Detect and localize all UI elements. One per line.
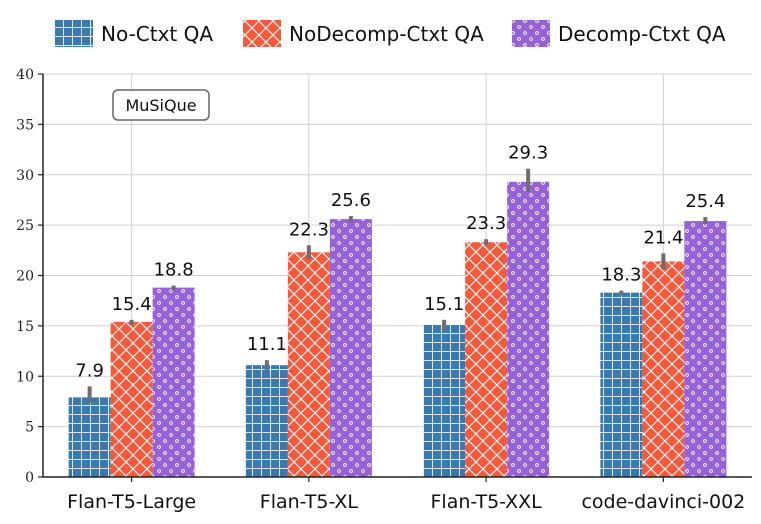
bar [684,221,727,477]
y-tick-label: 5 [25,420,34,436]
bar [642,261,685,477]
legend-swatch [512,20,550,47]
x-tick-label: Flan-T5-XL [260,491,359,513]
y-tick-label: 20 [16,269,34,285]
bar [507,181,550,478]
legend-label: No-Ctxt QA [101,22,213,46]
y-tick-label: 25 [16,218,34,234]
legend: No-Ctxt QA NoDecomp-Ctxt QA Decomp-Ctxt QA [55,20,726,47]
data-label: 21.4 [643,227,683,248]
legend-swatch [243,20,281,47]
bar [287,252,330,477]
annotation-box: MuSiQue [112,89,210,121]
y-tick-label: 30 [16,168,34,184]
data-label: 15.4 [112,294,152,315]
data-label: 18.3 [601,265,641,286]
legend-label: NoDecomp-Ctxt QA [289,22,484,46]
data-label: 25.4 [685,191,725,212]
y-tick-label: 15 [16,319,34,335]
y-tick-label: 0 [25,470,34,486]
x-tick-label: code-davinci-002 [581,491,745,513]
y-tick-label: 35 [16,117,34,133]
data-label: 22.3 [289,219,329,240]
bar [465,242,508,477]
bar [152,287,195,477]
data-label: 18.8 [154,260,194,281]
legend-label: Decomp-Ctxt QA [558,22,726,46]
data-label: 25.6 [331,190,371,211]
bar [68,397,111,477]
annotation-text: MuSiQue [125,96,196,115]
x-tick-label: Flan-T5-Large [67,491,196,513]
data-label: 7.9 [75,360,104,381]
x-tick-label: Flan-T5-XXL [431,491,543,513]
annotation-frame [112,89,210,121]
bar [110,321,153,477]
bar [600,292,643,477]
data-label: 11.1 [247,334,287,355]
data-label: 29.3 [508,143,548,164]
bars-group: 7.9 11.1 15.1 18.3 15.4 22.3 23.3 21.4 18.8 25.6 2… [68,143,727,478]
data-label: 23.3 [466,213,506,234]
bar [329,219,372,477]
bar [245,365,288,477]
data-label: 15.1 [424,294,464,315]
legend-swatch [55,20,93,47]
axes: 0 5 10 15 20 25 30 35 40 Flan-T5-Large Flan-T5-XL F… [16,67,752,513]
y-tick-label: 40 [16,67,34,83]
bar [423,324,466,477]
y-tick-label: 10 [16,369,34,385]
